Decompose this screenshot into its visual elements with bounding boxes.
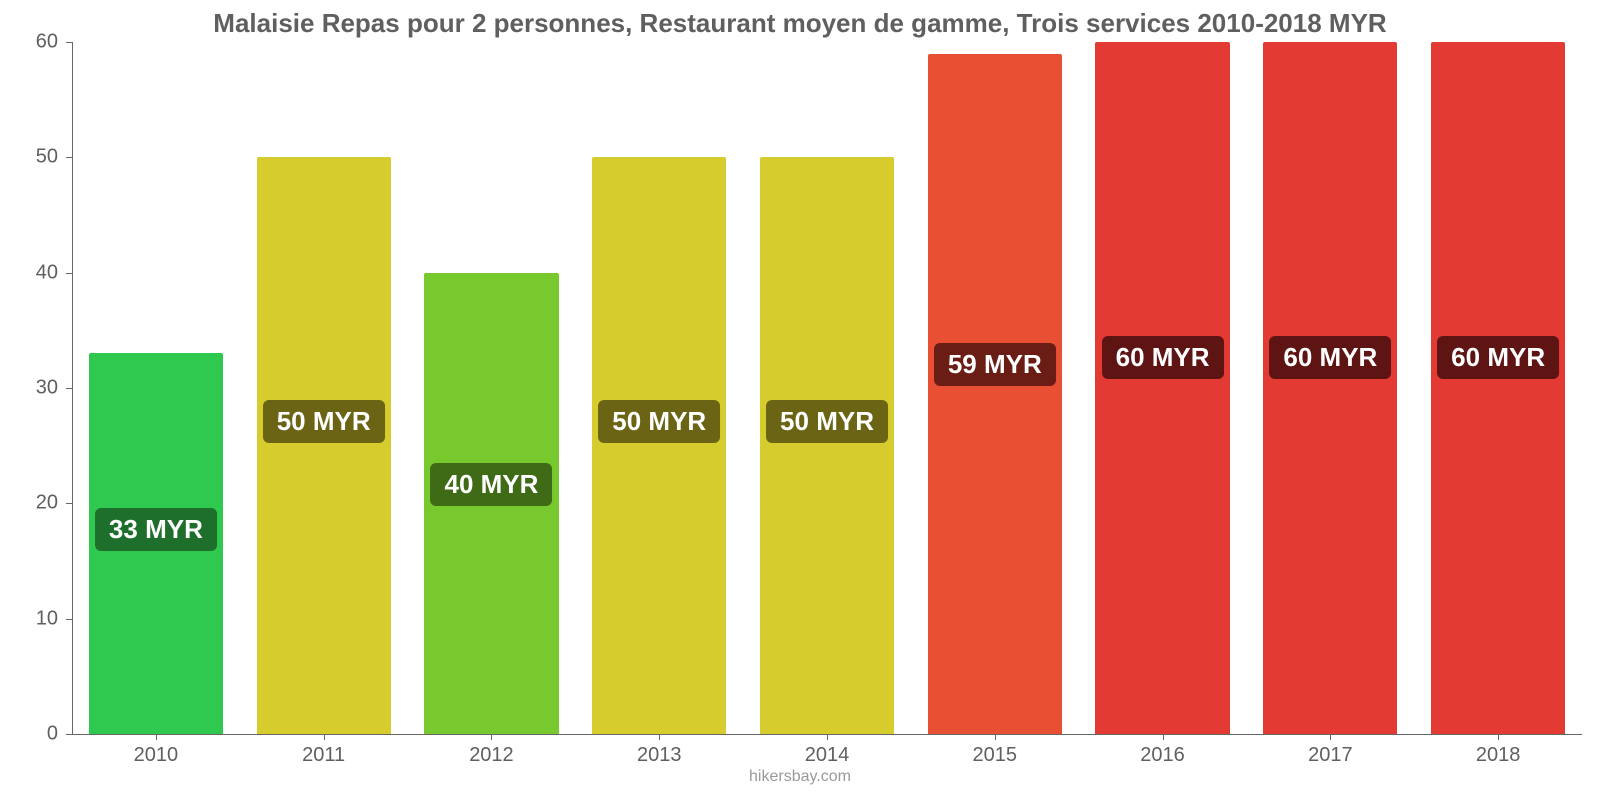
y-tick-label: 50 xyxy=(36,146,58,169)
x-tick-label: 2011 xyxy=(302,744,345,767)
x-tick-mark xyxy=(659,734,660,740)
y-tick-mark xyxy=(66,42,72,43)
bar: 50 MYR xyxy=(257,157,391,734)
bar: 40 MYR xyxy=(424,273,558,734)
x-tick-label: 2013 xyxy=(637,744,682,767)
y-tick-mark xyxy=(66,619,72,620)
bar-value-label: 60 MYR xyxy=(1437,336,1559,379)
x-tick-mark xyxy=(995,734,996,740)
bar-value-label: 50 MYR xyxy=(598,400,720,443)
y-tick-label: 30 xyxy=(36,377,58,400)
bar-value-label: 40 MYR xyxy=(430,463,552,506)
bars-group: 33 MYR 50 MYR 40 MYR 50 MYR 50 MYR 59 MYR 60 M… xyxy=(72,42,1582,734)
bar-value-label: 50 MYR xyxy=(263,400,385,443)
x-tick-mark xyxy=(827,734,828,740)
y-tick-label: 20 xyxy=(36,492,58,515)
x-tick-label: 2015 xyxy=(973,744,1018,767)
y-tick-label: 60 xyxy=(36,31,58,54)
x-tick-mark xyxy=(1330,734,1331,740)
y-tick-mark xyxy=(66,388,72,389)
y-tick-mark xyxy=(66,734,72,735)
x-tick-mark xyxy=(1163,734,1164,740)
bar: 33 MYR xyxy=(89,353,223,734)
y-tick-mark xyxy=(66,157,72,158)
bar: 50 MYR xyxy=(760,157,894,734)
bar-value-label: 33 MYR xyxy=(95,508,217,551)
bar-value-label: 60 MYR xyxy=(1102,336,1224,379)
bar-slot: 60 MYR xyxy=(1414,42,1582,734)
x-tick-mark xyxy=(156,734,157,740)
x-tick-label: 2014 xyxy=(805,744,850,767)
bar: 50 MYR xyxy=(592,157,726,734)
attribution-text: hikersbay.com xyxy=(0,768,1600,786)
bar-value-label: 60 MYR xyxy=(1269,336,1391,379)
x-tick-label: 2018 xyxy=(1476,744,1521,767)
x-tick-label: 2017 xyxy=(1308,744,1353,767)
bar-slot: 50 MYR xyxy=(743,42,911,734)
y-tick-label: 0 xyxy=(47,723,58,746)
bar-slot: 33 MYR xyxy=(72,42,240,734)
bar: 60 MYR xyxy=(1431,42,1565,734)
bar: 60 MYR xyxy=(1095,42,1229,734)
chart-container: Malaisie Repas pour 2 personnes, Restaur… xyxy=(0,0,1600,800)
bar: 59 MYR xyxy=(928,54,1062,734)
x-tick-mark xyxy=(324,734,325,740)
bar-slot: 60 MYR xyxy=(1079,42,1247,734)
y-tick-label: 10 xyxy=(36,607,58,630)
bar-value-label: 50 MYR xyxy=(766,400,888,443)
x-axis-line xyxy=(66,734,1582,735)
bar: 60 MYR xyxy=(1263,42,1397,734)
x-tick-label: 2010 xyxy=(134,744,179,767)
y-tick-mark xyxy=(66,273,72,274)
bar-slot: 60 MYR xyxy=(1246,42,1414,734)
x-tick-mark xyxy=(491,734,492,740)
y-tick-mark xyxy=(66,503,72,504)
bar-slot: 50 MYR xyxy=(575,42,743,734)
chart-title: Malaisie Repas pour 2 personnes, Restaur… xyxy=(0,8,1600,39)
x-tick-label: 2012 xyxy=(469,744,514,767)
bar-slot: 59 MYR xyxy=(911,42,1079,734)
bar-slot: 40 MYR xyxy=(408,42,576,734)
x-tick-mark xyxy=(1498,734,1499,740)
plot-area: 33 MYR 50 MYR 40 MYR 50 MYR 50 MYR 59 MYR 60 M… xyxy=(72,42,1582,734)
bar-slot: 50 MYR xyxy=(240,42,408,734)
bar-value-label: 59 MYR xyxy=(934,343,1056,386)
x-tick-label: 2016 xyxy=(1140,744,1185,767)
y-tick-label: 40 xyxy=(36,261,58,284)
